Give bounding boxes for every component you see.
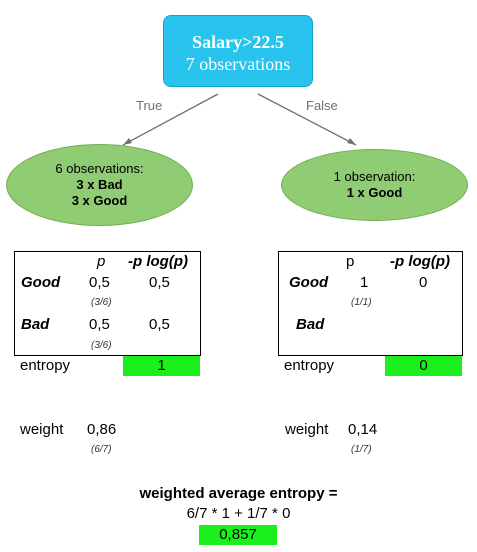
summary-formula: 6/7 * 1 + 1/7 * 0 (186, 505, 291, 522)
left-weight-frac: (6/7) (91, 444, 112, 455)
right-probability-table (278, 251, 463, 356)
edge-label-false: False (306, 98, 338, 113)
summary-result: 0,857 (199, 525, 277, 545)
left-entropy-value: 1 (123, 356, 200, 376)
edge-false-line (257, 93, 357, 146)
left-good-plogp: 0,5 (149, 274, 170, 291)
left-good-p: 0,5 (89, 274, 110, 291)
left-weight-label: weight (20, 421, 64, 438)
right-good-p: 1 (360, 274, 369, 291)
edge-true-line (122, 93, 219, 146)
right-weight-frac: (1/7) (351, 444, 372, 455)
left-child-node: 6 observations: 3 x Bad 3 x Good (6, 144, 193, 226)
left-node-count: 6 observations: (55, 161, 144, 176)
left-col-plogp: -p log(p) (128, 253, 188, 270)
right-node-good: 1 x Good (346, 185, 403, 200)
right-col-plogp: -p log(p) (390, 253, 450, 270)
right-col-p: p (346, 253, 355, 270)
right-child-node: 1 observation: 1 x Good (281, 149, 468, 221)
left-weight-value: 0,86 (87, 421, 117, 438)
right-good-frac: (1/1) (351, 297, 372, 308)
left-node-bad: 3 x Bad (76, 177, 123, 192)
right-row-good-label: Good (289, 274, 329, 291)
right-entropy-label: entropy (284, 357, 335, 374)
right-good-plogp: 0 (419, 274, 428, 291)
left-bad-p: 0,5 (89, 316, 110, 333)
left-row-bad-label: Bad (21, 316, 50, 333)
root-count: 7 observations (185, 54, 291, 74)
left-bad-plogp: 0,5 (149, 316, 170, 333)
right-entropy-value: 0 (385, 356, 462, 376)
right-weight-label: weight (285, 421, 329, 438)
edge-true-arrowhead (123, 138, 132, 145)
right-weight-value: 0,14 (348, 421, 378, 438)
right-row-bad-label: Bad (296, 316, 325, 333)
left-entropy-label: entropy (20, 357, 71, 374)
right-node-count: 1 observation: (333, 169, 416, 184)
edge-label-true: True (136, 98, 163, 113)
edge-false-arrowhead (347, 138, 356, 145)
left-node-good: 3 x Good (71, 193, 128, 208)
left-good-frac: (3/6) (91, 297, 112, 308)
left-probability-table (14, 251, 201, 356)
root-node: Salary>22.5 7 observations (163, 15, 313, 87)
summary-title: weighted average entropy = (139, 485, 338, 502)
left-row-good-label: Good (21, 274, 61, 291)
left-col-p: p (97, 253, 106, 270)
left-bad-frac: (3/6) (91, 340, 112, 351)
root-condition: Salary>22.5 (192, 32, 284, 52)
